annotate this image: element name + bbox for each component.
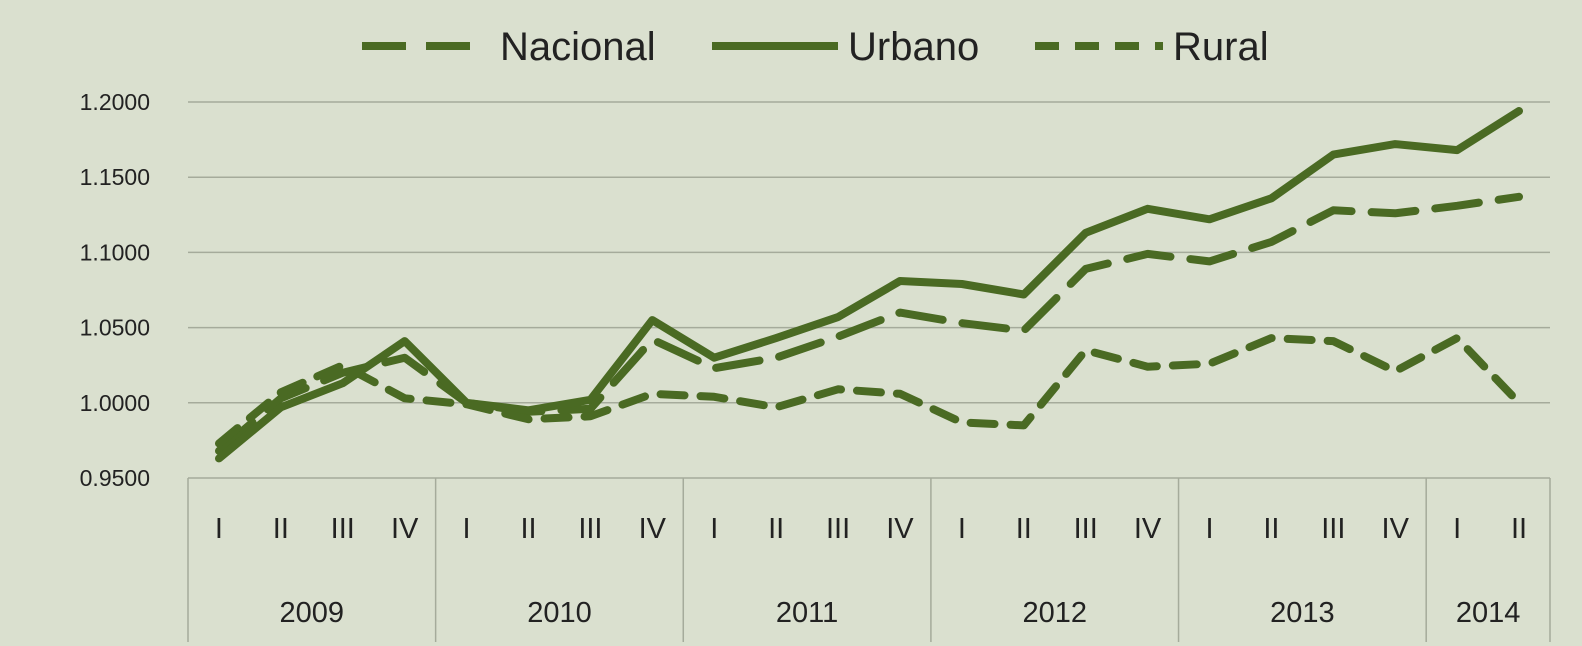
x-tick-label-quarter: II (1511, 513, 1527, 545)
x-tick-label-quarter: I (710, 513, 718, 545)
x-tick-label-quarter: III (578, 513, 602, 545)
y-axis-ticks: 0.9500 1.0000 1.0500 1.1000 1.1500 1.2000 (80, 89, 150, 491)
y-tick-label: 0.9500 (80, 465, 150, 491)
x-tick-label-quarter: I (463, 513, 471, 545)
x-tick-label-quarter: I (215, 513, 223, 545)
legend-label-rural: Rural (1173, 25, 1269, 69)
x-tick-label-quarter: IV (1134, 513, 1162, 545)
x-tick-label-year: 2012 (1022, 597, 1087, 629)
x-tick-label-year: 2013 (1270, 597, 1335, 629)
x-tick-label-year: 2009 (280, 597, 345, 629)
gridlines (188, 101, 1550, 479)
x-tick-label-quarter: III (826, 513, 850, 545)
y-tick-label: 1.1000 (80, 239, 150, 265)
x-tick-label-quarter: II (273, 513, 289, 545)
series-line-urbano (215, 107, 1523, 463)
x-tick-label-quarter: I (1453, 513, 1461, 545)
series-line-rural (215, 334, 1523, 448)
x-tick-label-quarter: II (1263, 513, 1279, 545)
y-tick-label: 1.0000 (80, 390, 150, 416)
legend-label-urbano: Urbano (848, 25, 979, 69)
x-tick-label-year: 2011 (776, 597, 838, 629)
x-tick-label-quarter: I (958, 513, 966, 545)
x-tick-label-year: 2014 (1456, 597, 1521, 629)
legend-label-nacional: Nacional (500, 25, 656, 69)
y-tick-label: 1.1500 (80, 164, 150, 190)
x-tick-label-quarter: IV (639, 513, 667, 545)
legend: Nacional Urbano Rural (362, 25, 1269, 69)
x-tick-label-quarter: III (1321, 513, 1345, 545)
x-tick-label-quarter: IV (886, 513, 914, 545)
y-tick-label: 1.2000 (80, 89, 150, 115)
y-tick-label: 1.0500 (80, 315, 150, 341)
x-tick-label-quarter: IV (1382, 513, 1410, 545)
x-axis-categories: I II III IV I II III IV I II III IV I II III IV I II III IV… (187, 478, 1551, 642)
x-tick-label-quarter: III (1074, 513, 1098, 545)
series-lines (215, 107, 1523, 463)
x-tick-label-quarter: I (1205, 513, 1213, 545)
x-tick-label-quarter: IV (391, 513, 419, 545)
x-tick-label-quarter: II (768, 513, 784, 545)
x-tick-label-quarter: II (1016, 513, 1032, 545)
x-tick-label-year: 2010 (527, 597, 592, 629)
x-tick-label-quarter: II (520, 513, 536, 545)
x-tick-label-quarter: III (331, 513, 355, 545)
series-line-nacional (215, 192, 1523, 455)
